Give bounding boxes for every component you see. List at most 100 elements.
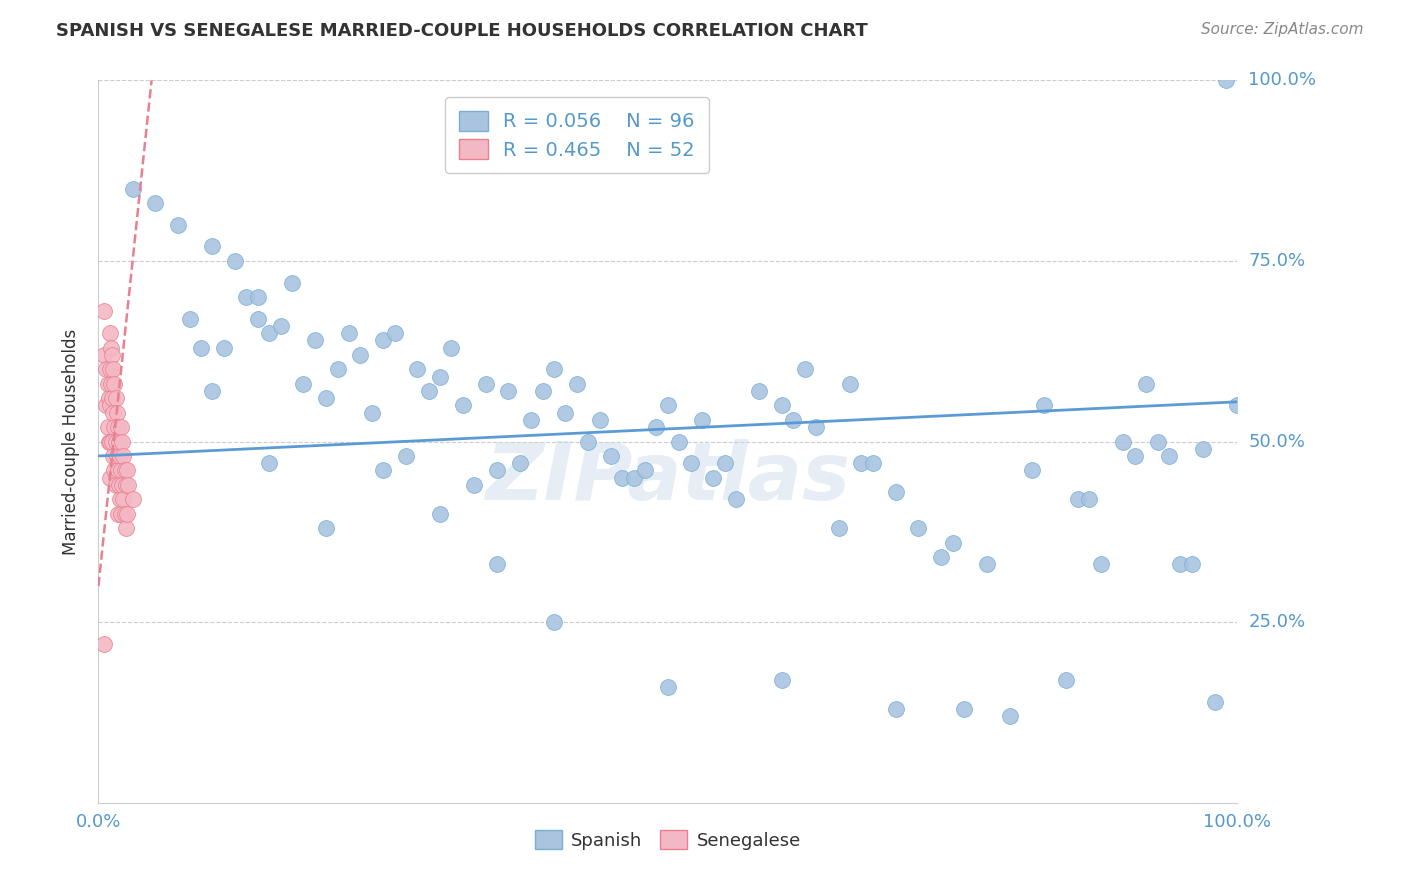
- Point: [121, 182, 143, 196]
- Point: [105, 406, 128, 420]
- Point: [103, 406, 125, 420]
- Point: [98, 470, 121, 484]
- Point: [97, 434, 120, 449]
- Point: [304, 334, 326, 348]
- Point: [145, 196, 167, 211]
- Point: [543, 362, 565, 376]
- Point: [828, 521, 851, 535]
- Point: [93, 348, 115, 362]
- Point: [235, 290, 257, 304]
- Point: [96, 398, 118, 412]
- Point: [114, 507, 136, 521]
- Point: [623, 470, 645, 484]
- Point: [486, 558, 509, 572]
- Point: [104, 478, 127, 492]
- Point: [1054, 673, 1078, 687]
- Point: [108, 449, 131, 463]
- Point: [486, 463, 509, 477]
- Point: [1170, 558, 1192, 572]
- Point: [884, 702, 907, 716]
- Point: [259, 456, 281, 470]
- Point: [406, 362, 429, 376]
- Point: [107, 420, 129, 434]
- Point: [98, 362, 121, 376]
- Point: [281, 276, 304, 290]
- Point: [429, 369, 451, 384]
- Point: [93, 637, 115, 651]
- Y-axis label: Married-couple Households: Married-couple Households: [62, 328, 80, 555]
- Point: [201, 239, 224, 253]
- Point: [782, 413, 804, 427]
- Point: [509, 456, 531, 470]
- Point: [117, 478, 139, 492]
- Point: [107, 463, 129, 477]
- Point: [108, 434, 131, 449]
- Point: [110, 507, 132, 521]
- Point: [1112, 434, 1135, 449]
- Point: [103, 362, 125, 376]
- Point: [96, 376, 118, 391]
- Point: [463, 478, 485, 492]
- Point: [714, 456, 737, 470]
- Point: [103, 376, 125, 391]
- Point: [114, 463, 136, 477]
- Point: [862, 456, 884, 470]
- Point: [565, 376, 588, 391]
- Text: 50.0%: 50.0%: [1249, 433, 1305, 450]
- Point: [201, 384, 224, 398]
- Point: [429, 507, 451, 521]
- Point: [246, 311, 269, 326]
- Point: [770, 398, 793, 412]
- Point: [725, 492, 748, 507]
- Point: [851, 456, 873, 470]
- Point: [1181, 558, 1204, 572]
- Text: Source: ZipAtlas.com: Source: ZipAtlas.com: [1201, 22, 1364, 37]
- Point: [1226, 398, 1249, 412]
- Point: [1123, 449, 1146, 463]
- Point: [111, 478, 134, 492]
- Point: [104, 391, 127, 405]
- Point: [326, 362, 349, 376]
- Legend: Spanish, Senegalese: Spanish, Senegalese: [526, 822, 810, 859]
- Point: [474, 376, 496, 391]
- Point: [1090, 558, 1112, 572]
- Point: [97, 391, 120, 405]
- Point: [657, 680, 679, 694]
- Point: [1078, 492, 1101, 507]
- Point: [371, 334, 394, 348]
- Point: [103, 449, 125, 463]
- Point: [839, 376, 862, 391]
- Point: [384, 326, 406, 340]
- Point: [111, 434, 134, 449]
- Point: [114, 521, 136, 535]
- Point: [804, 420, 827, 434]
- Point: [104, 434, 127, 449]
- Point: [107, 507, 129, 521]
- Point: [929, 550, 952, 565]
- Point: [1215, 73, 1237, 87]
- Point: [1032, 398, 1054, 412]
- Point: [103, 420, 125, 434]
- Point: [657, 398, 679, 412]
- Point: [108, 492, 131, 507]
- Point: [588, 413, 610, 427]
- Point: [101, 348, 124, 362]
- Point: [770, 673, 793, 687]
- Point: [101, 391, 124, 405]
- Point: [371, 463, 394, 477]
- Point: [292, 376, 315, 391]
- Point: [101, 434, 124, 449]
- Point: [1135, 376, 1157, 391]
- Point: [112, 492, 135, 507]
- Point: [98, 434, 121, 449]
- Point: [884, 485, 907, 500]
- Point: [315, 521, 337, 535]
- Point: [998, 709, 1021, 723]
- Point: [451, 398, 474, 412]
- Point: [1157, 449, 1180, 463]
- Point: [976, 558, 998, 572]
- Point: [96, 420, 118, 434]
- Point: [121, 492, 143, 507]
- Text: 100.0%: 100.0%: [1249, 71, 1316, 89]
- Point: [100, 376, 122, 391]
